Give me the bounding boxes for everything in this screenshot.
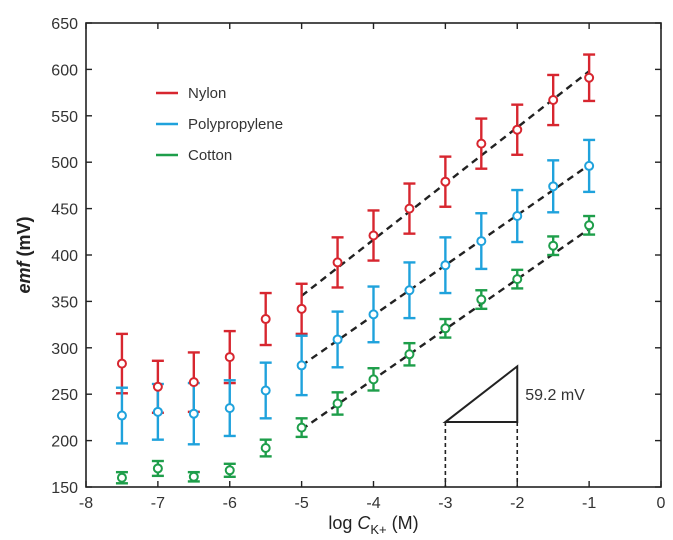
nylon-data-point	[440, 176, 451, 187]
x-tick-label: -2	[510, 495, 524, 512]
x-tick-label: -4	[366, 495, 380, 512]
nylon-data-point	[224, 352, 235, 363]
nylon-data-point	[260, 314, 271, 325]
cotton-data-point	[152, 463, 163, 474]
nylon-data-point	[368, 230, 379, 241]
cotton-legend-label: Cotton	[188, 147, 232, 164]
polypropylene-data-point	[116, 410, 127, 421]
cotton-data-point	[440, 323, 451, 334]
cotton-data-point	[188, 471, 199, 482]
cotton-data-point	[368, 374, 379, 385]
x-tick-label: -1	[582, 495, 596, 512]
data-points	[116, 72, 595, 483]
cotton-data-point	[116, 472, 127, 483]
y-tick-label: 200	[51, 434, 78, 451]
nylon-data-point	[476, 138, 487, 149]
y-tick-label: 350	[51, 294, 78, 311]
x-tick-label: -8	[79, 495, 93, 512]
polypropylene-data-point	[296, 360, 307, 371]
y-tick-label: 450	[51, 202, 78, 219]
x-tick-label: -7	[151, 495, 165, 512]
x-axis-title: log CK+ (M)	[328, 513, 418, 537]
cotton-data-point	[512, 274, 523, 285]
nylon-data-point	[116, 358, 127, 369]
x-tick-label: -3	[438, 495, 452, 512]
y-tick-label: 300	[51, 341, 78, 358]
x-tick-label: -5	[295, 495, 309, 512]
polypropylene-data-point	[368, 309, 379, 320]
nylon-data-point	[512, 124, 523, 135]
y-tick-label: 550	[51, 109, 78, 126]
nylon-data-point	[296, 303, 307, 314]
cotton-data-point	[224, 465, 235, 476]
y-tick-label: 400	[51, 248, 78, 265]
polypropylene-data-point	[440, 260, 451, 271]
y-tick-label: 250	[51, 387, 78, 404]
axes: -8 -7 -6 -5 -4 -3 -2 -1 0 150 200 250 300 350 400 450 50…	[14, 16, 666, 537]
polypropylene-data-point	[548, 181, 559, 192]
slope-triangle	[442, 364, 519, 424]
cotton-data-point	[332, 398, 343, 409]
polypropylene-data-point	[188, 408, 199, 419]
cotton-data-point	[548, 240, 559, 251]
slope-label: 59.2 mV	[525, 387, 585, 404]
cotton-data-point	[476, 294, 487, 305]
y-tick-label: 600	[51, 62, 78, 79]
polypropylene-fit-line	[300, 163, 590, 367]
polypropylene-data-point	[152, 406, 163, 417]
legend: Nylon Polypropylene Cotton	[156, 85, 283, 164]
polypropylene-legend-label: Polypropylene	[188, 116, 283, 133]
nylon-data-point	[188, 377, 199, 388]
polypropylene-data-point	[404, 285, 415, 296]
cotton-data-point	[260, 443, 271, 454]
nylon-legend-label: Nylon	[188, 85, 226, 102]
slope-annotation: 59.2 mV	[442, 364, 585, 487]
nylon-data-point	[404, 203, 415, 214]
x-tick-label: -6	[223, 495, 237, 512]
y-tick-label: 150	[51, 480, 78, 497]
nylon-data-point	[332, 257, 343, 268]
y-tick-label: 500	[51, 155, 78, 172]
nylon-data-point	[152, 381, 163, 392]
cotton-data-point	[404, 349, 415, 360]
polypropylene-data-point	[512, 211, 523, 222]
y-axis-title: emf (mV)	[14, 216, 34, 293]
polypropylene-data-point	[476, 236, 487, 247]
y-tick-label: 650	[51, 16, 78, 33]
nylon-data-point	[548, 95, 559, 106]
cotton-fit-line	[300, 228, 590, 431]
x-tick-label: 0	[657, 495, 666, 512]
cotton-data-point	[584, 220, 595, 231]
cotton-data-point	[296, 422, 307, 433]
polypropylene-data-point	[332, 334, 343, 345]
polypropylene-data-point	[584, 160, 595, 171]
polypropylene-data-point	[224, 403, 235, 414]
nylon-data-point	[584, 72, 595, 83]
polypropylene-data-point	[260, 385, 271, 396]
